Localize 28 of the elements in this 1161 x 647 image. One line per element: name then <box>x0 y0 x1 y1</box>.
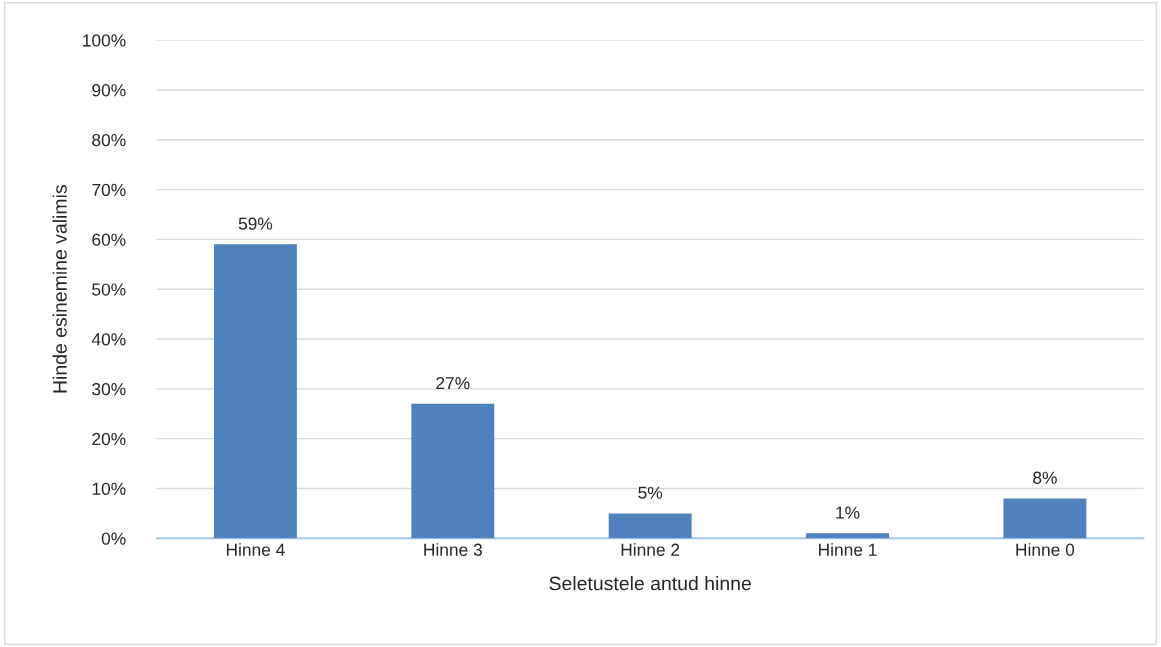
y-tick-label: 90% <box>92 84 126 97</box>
bar <box>213 244 297 539</box>
x-tick-label: Hinne 2 <box>621 543 680 556</box>
bar <box>1003 498 1087 539</box>
y-tick-label: 60% <box>92 233 126 246</box>
y-tick-label: 30% <box>92 383 126 396</box>
y-tick-label: 40% <box>91 333 126 346</box>
data-label: 59% <box>238 217 273 230</box>
data-label: 5% <box>638 486 663 499</box>
data-label: 27% <box>436 376 470 390</box>
bar <box>806 533 889 539</box>
y-tick-label: 20% <box>92 432 126 446</box>
data-label: 8% <box>1033 471 1057 484</box>
bar <box>411 403 495 539</box>
y-tick-label: 50% <box>92 283 126 296</box>
y-tick-label: 100% <box>83 34 126 47</box>
x-tick-label: Hinne 4 <box>226 543 285 556</box>
y-axis-title: Hinde esinemine valimis <box>52 185 67 393</box>
y-tick-label: 80% <box>92 133 126 147</box>
y-tick-label: 10% <box>92 482 126 495</box>
y-tick-label: 70% <box>92 183 126 197</box>
y-tick-label: 0% <box>101 532 126 545</box>
x-tick-label: Hinne 0 <box>1016 543 1075 556</box>
bar <box>608 513 692 539</box>
x-axis-title: Seletustele antud hinne <box>549 576 751 591</box>
x-tick-label: Hinne 1 <box>819 543 877 556</box>
x-tick-label: Hinne 3 <box>424 543 482 556</box>
data-label: 1% <box>836 506 860 519</box>
